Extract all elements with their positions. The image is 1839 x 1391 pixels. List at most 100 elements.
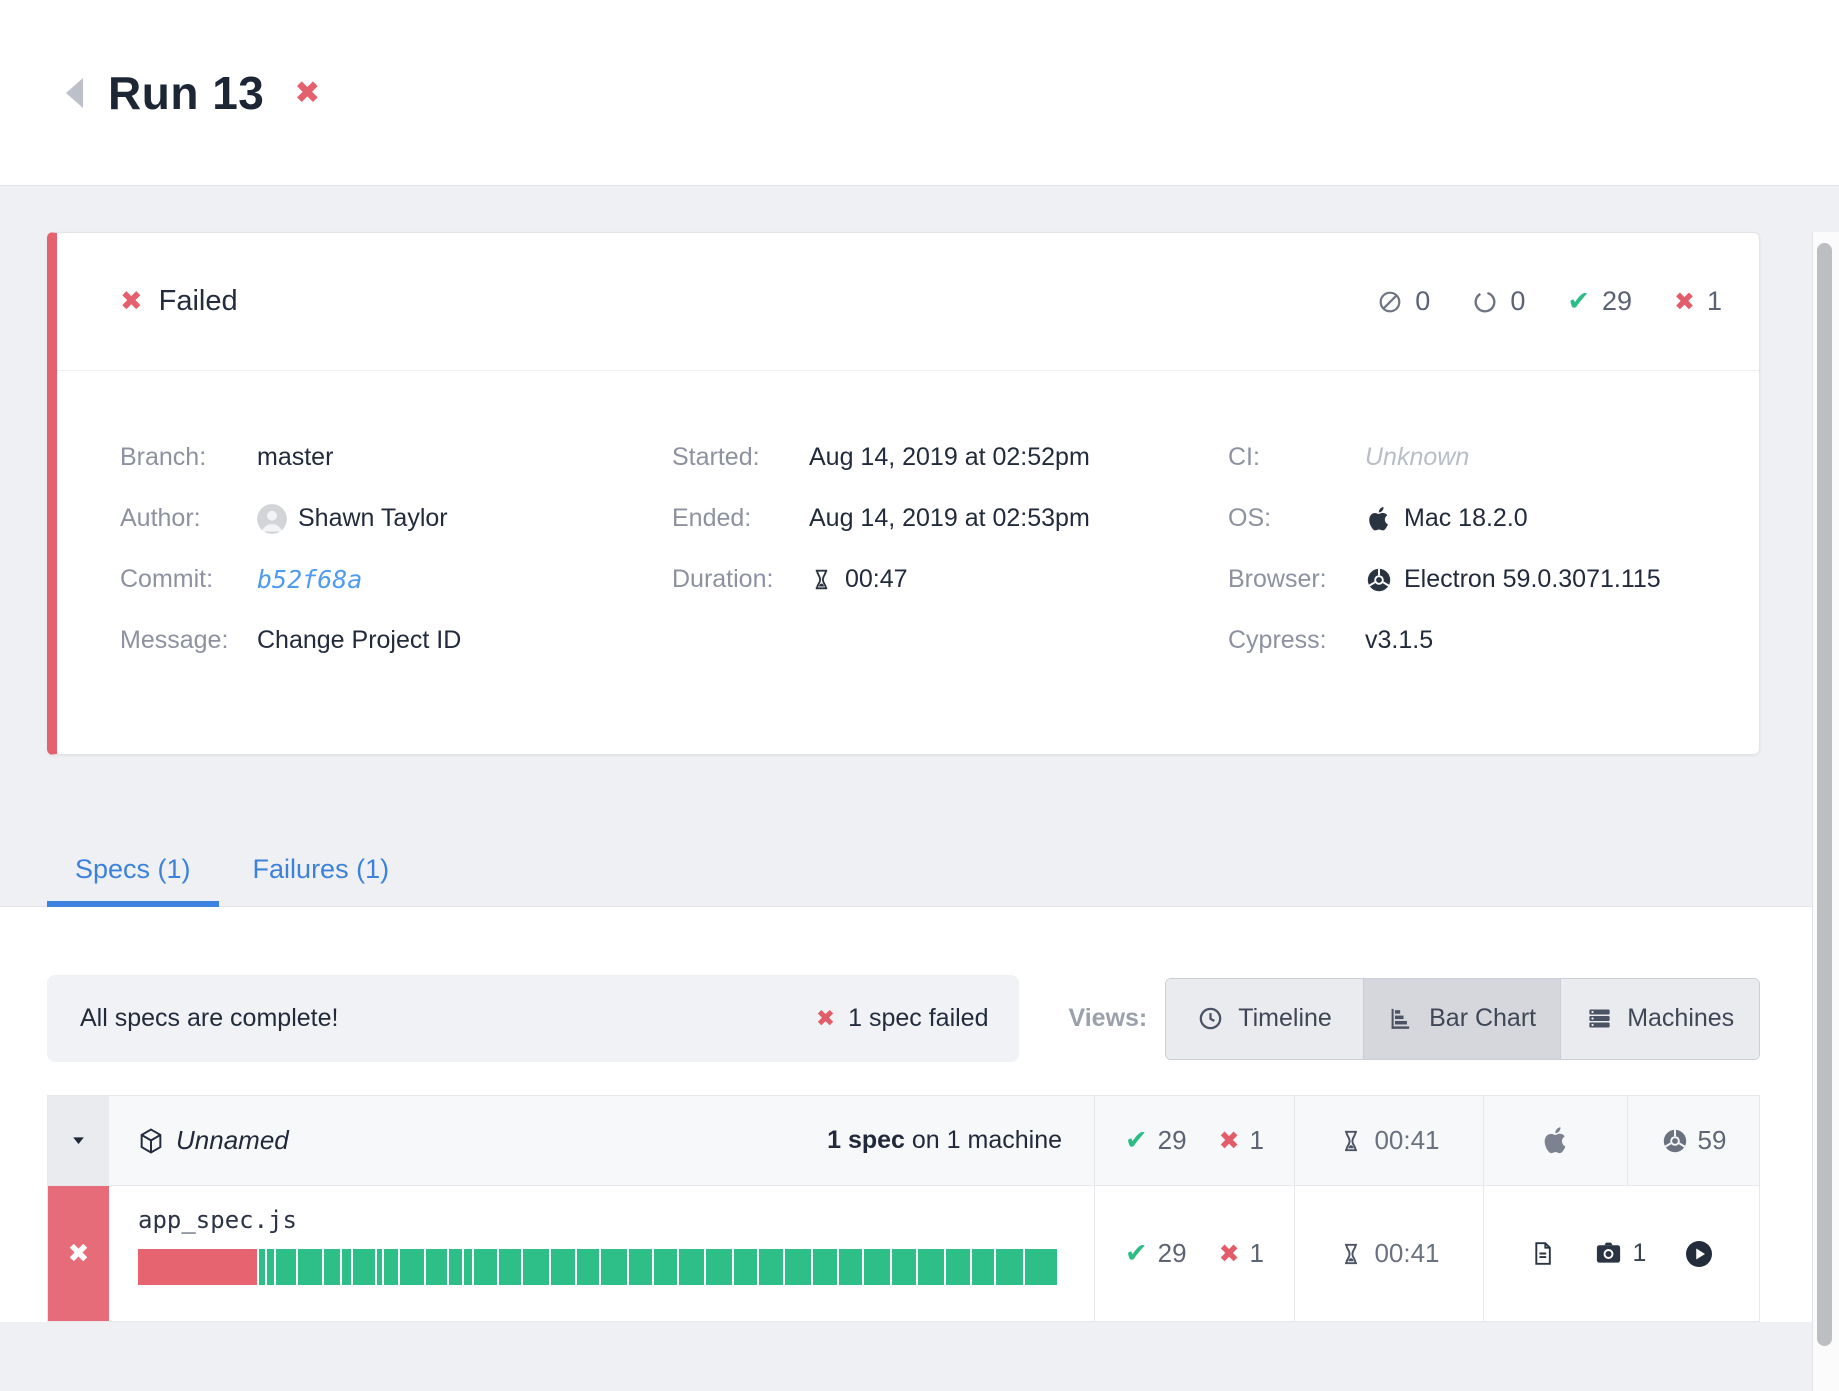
browser-label: Browser: (1228, 565, 1327, 593)
stat-skipped: 0 (1377, 286, 1430, 317)
progress-passed-segment (759, 1249, 783, 1285)
views-button-group: Timeline Bar Chart Machines (1165, 977, 1760, 1060)
machines-icon (1589, 1009, 1610, 1028)
screenshots-button[interactable]: 1 (1594, 1239, 1646, 1268)
cypress-label: Cypress: (1228, 626, 1327, 654)
cypress-value: v3.1.5 (1365, 626, 1434, 654)
duration-text: 00:47 (845, 565, 908, 593)
failed-x-count-icon: ✖ (1674, 287, 1695, 316)
tab-specs[interactable]: Specs (1) (47, 854, 219, 907)
run-details: Branch: master Author: Shawn Taylor (57, 371, 1759, 671)
commit-link[interactable]: b52f68a (257, 565, 363, 594)
page-header: Run 13 ✖ (0, 0, 1839, 186)
spec-stats-cell: ✔ 29 ✖ 1 (1094, 1186, 1294, 1321)
progress-passed-segment (917, 1249, 944, 1285)
spec-failed-x-icon: ✖ (1218, 1239, 1240, 1268)
message-label: Message: (120, 626, 229, 654)
video-play-button[interactable] (1684, 1239, 1714, 1269)
stat-passed: ✔ 29 (1567, 286, 1632, 317)
run-status-label: Failed (158, 285, 238, 317)
spec-progress-bar (138, 1249, 1058, 1285)
clock-icon (1199, 1007, 1222, 1030)
failed-x-icon: ✖ (120, 286, 143, 316)
timeline-view-label: Timeline (1238, 1004, 1332, 1032)
spec-group-row[interactable]: Unnamed 1 spec on 1 machine ✔ 29 ✖ 1 00:41 (48, 1096, 1759, 1186)
scrollbar-track[interactable] (1812, 232, 1839, 1391)
group-os-cell (1483, 1096, 1627, 1185)
browser-text: Electron 59.0.3071.115 (1404, 565, 1661, 593)
cube-icon (140, 1127, 162, 1154)
progress-passed-segment (1024, 1249, 1058, 1285)
machines-view-button[interactable]: Machines (1561, 978, 1759, 1059)
group-name: Unnamed (137, 1125, 289, 1156)
scrollbar-thumb[interactable] (1817, 243, 1832, 1346)
stdout-button[interactable] (1529, 1240, 1556, 1267)
bar-chart-view-label: Bar Chart (1429, 1004, 1537, 1032)
electron-browser-icon (1367, 568, 1391, 591)
progress-passed-segment (297, 1249, 322, 1285)
group-duration-cell: 00:41 (1294, 1096, 1483, 1185)
spec-row[interactable]: ✖ app_spec.js ✔ 29 ✖ 1 00:41 (48, 1186, 1759, 1321)
tab-bar: Specs (1) Failures (1) (0, 854, 1812, 907)
progress-passed-segment (342, 1249, 351, 1285)
progress-passed-segment (600, 1249, 627, 1285)
spec-main-cell: app_spec.js (109, 1186, 1094, 1321)
group-main-cell: Unnamed 1 spec on 1 machine (109, 1096, 1094, 1185)
spec-table: Unnamed 1 spec on 1 machine ✔ 29 ✖ 1 00:41 (47, 1095, 1760, 1322)
apple-icon (1544, 1127, 1566, 1154)
progress-passed-segment (863, 1249, 890, 1285)
group-stats-cell: ✔ 29 ✖ 1 (1094, 1096, 1294, 1185)
group-spec-count-bold: 1 spec (827, 1126, 905, 1154)
group-passed: ✔ 29 (1125, 1125, 1187, 1156)
commit-label: Commit: (120, 565, 214, 593)
progress-passed-segment (352, 1249, 375, 1285)
spec-passed: ✔ 29 (1125, 1238, 1187, 1269)
bar-chart-view-button[interactable]: Bar Chart (1363, 978, 1562, 1059)
group-failed-x-icon: ✖ (1218, 1126, 1240, 1155)
scroll-area: ✖ Failed 0 0 ✔ 29 (0, 232, 1839, 1391)
branch-value: master (257, 443, 334, 471)
progress-passed-segment (945, 1249, 970, 1285)
progress-passed-segment (276, 1249, 296, 1285)
group-spec-count-rest: on 1 machine (904, 1126, 1062, 1154)
progress-passed-segment (576, 1249, 599, 1285)
message-value: Change Project ID (257, 626, 462, 654)
back-button[interactable] (66, 77, 83, 108)
spec-passed-check-icon: ✔ (1125, 1238, 1148, 1268)
progress-passed-segment (734, 1249, 758, 1285)
progress-passed-segment (259, 1249, 265, 1285)
group-failed-value: 1 (1249, 1125, 1264, 1155)
hourglass-icon (1345, 1243, 1358, 1264)
branch-label: Branch: (120, 443, 207, 471)
group-browser-cell: 59 (1627, 1096, 1759, 1185)
apple-icon (1369, 506, 1388, 530)
group-browser-version: 59 (1697, 1125, 1727, 1155)
spec-failed-value: 1 (1249, 1238, 1264, 1268)
timeline-view-button[interactable]: Timeline (1166, 978, 1364, 1059)
progress-passed-segment (463, 1249, 473, 1285)
spec-duration-cell: 00:41 (1294, 1186, 1483, 1321)
progress-passed-segment (784, 1249, 812, 1285)
specs-complete-banner: All specs are complete! ✖ 1 spec failed (47, 975, 1019, 1062)
tab-failures[interactable]: Failures (1) (252, 854, 390, 884)
ci-value: Unknown (1365, 443, 1470, 471)
stat-failed-value: 1 (1706, 286, 1722, 316)
caret-down-icon (73, 1137, 84, 1145)
author-label: Author: (120, 504, 201, 532)
author-avatar (257, 503, 287, 534)
duration-label: Duration: (672, 565, 774, 593)
collapse-group-button[interactable] (48, 1096, 109, 1185)
run-summary-card: ✖ Failed 0 0 ✔ 29 (47, 232, 1760, 755)
progress-passed-segment (522, 1249, 549, 1285)
progress-passed-segment (813, 1249, 837, 1285)
progress-passed-segment (654, 1249, 678, 1285)
ended-label: Ended: (672, 504, 752, 532)
os-value: Mac 18.2.0 (1365, 504, 1528, 533)
passed-check-icon: ✔ (1567, 286, 1590, 316)
specs-toolbar: All specs are complete! ✖ 1 spec failed … (47, 975, 1760, 1062)
progress-passed-segment (996, 1249, 1023, 1285)
page-title: Run 13 (108, 66, 265, 119)
stat-skipped-value: 0 (1415, 286, 1431, 316)
author-name: Shawn Taylor (298, 504, 448, 532)
